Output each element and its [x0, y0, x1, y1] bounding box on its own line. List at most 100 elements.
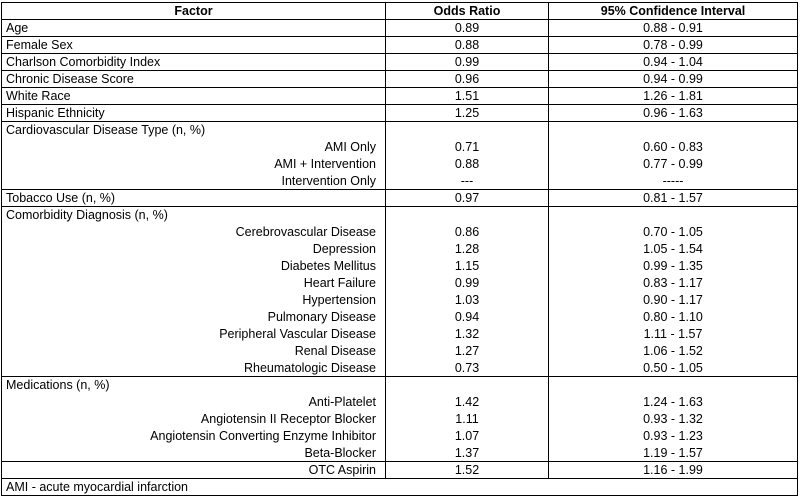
table-row: White Race 1.51 1.26 - 1.81 [1, 87, 798, 105]
confidence-interval-value: 0.90 - 1.17 [548, 291, 798, 309]
confidence-interval-value [548, 206, 798, 224]
confidence-interval-value: 0.77 - 0.99 [548, 155, 798, 173]
table-row: Renal Disease 1.27 1.06 - 1.52 [1, 342, 798, 360]
factor-label: Comorbidity Diagnosis (n, %) [1, 206, 386, 224]
header-row: Factor Odds Ratio 95% Confidence Interva… [1, 2, 798, 20]
confidence-interval-value: 1.16 - 1.99 [548, 461, 798, 479]
odds-ratio-value: 1.27 [385, 342, 549, 360]
factor-label: Age [1, 19, 386, 37]
odds-ratio-value: 0.86 [385, 223, 549, 241]
confidence-interval-value: 0.99 - 1.35 [548, 257, 798, 275]
table-row: Anti-Platelet 1.42 1.24 - 1.63 [1, 393, 798, 411]
odds-ratio-value: 0.99 [385, 274, 549, 292]
table-body: Age 0.89 0.88 - 0.91 Female Sex 0.88 0.78 - 0… [1, 19, 798, 479]
table-row: Peripheral Vascular Disease 1.32 1.11 - 1.… [1, 325, 798, 343]
factor-subitem-label: Renal Disease [1, 342, 386, 360]
confidence-interval-value: 1.06 - 1.52 [548, 342, 798, 360]
confidence-interval-value: 0.80 - 1.10 [548, 308, 798, 326]
table-row: Hypertension 1.03 0.90 - 1.17 [1, 291, 798, 309]
factor-subitem-label: Anti-Platelet [1, 393, 386, 411]
table-row: Depression 1.28 1.05 - 1.54 [1, 240, 798, 258]
factor-label: Female Sex [1, 36, 386, 54]
table-row: Cardiovascular Disease Type (n, %) [1, 121, 798, 139]
table-row: Charlson Comorbidity Index 0.99 0.94 - 1.0… [1, 53, 798, 71]
factor-label: Charlson Comorbidity Index [1, 53, 386, 71]
factor-subitem-label: OTC Aspirin [1, 461, 386, 479]
confidence-interval-value: 1.11 - 1.57 [548, 325, 798, 343]
factor-subitem-label: Cerebrovascular Disease [1, 223, 386, 241]
factor-subitem-label: Hypertension [1, 291, 386, 309]
column-header-factor: Factor [1, 2, 386, 20]
factor-subitem-label: Beta-Blocker [1, 444, 386, 462]
factor-label: Hispanic Ethnicity [1, 104, 386, 122]
confidence-interval-value: 0.88 - 0.91 [548, 19, 798, 37]
factor-label: Cardiovascular Disease Type (n, %) [1, 121, 386, 139]
factor-subitem-label: AMI Only [1, 138, 386, 156]
odds-ratio-value: 1.51 [385, 87, 549, 105]
factor-label: Medications (n, %) [1, 376, 386, 394]
table-row: Female Sex 0.88 0.78 - 0.99 [1, 36, 798, 54]
factor-subitem-label: Intervention Only [1, 172, 386, 190]
odds-ratio-value: 1.15 [385, 257, 549, 275]
table-row: Age 0.89 0.88 - 0.91 [1, 19, 798, 37]
odds-ratio-value: 1.11 [385, 410, 549, 428]
table-row: Medications (n, %) [1, 376, 798, 394]
table-row: Diabetes Mellitus 1.15 0.99 - 1.35 [1, 257, 798, 275]
odds-ratio-value: 0.96 [385, 70, 549, 88]
table-row: AMI + Intervention 0.88 0.77 - 0.99 [1, 155, 798, 173]
table-row: Cerebrovascular Disease 0.86 0.70 - 1.05 [1, 223, 798, 241]
confidence-interval-value: 1.26 - 1.81 [548, 87, 798, 105]
odds-ratio-value: 1.32 [385, 325, 549, 343]
table-footer: AMI - acute myocardial infarction [1, 478, 798, 496]
table-row: OTC Aspirin 1.52 1.16 - 1.99 [1, 461, 798, 479]
confidence-interval-value: 0.94 - 0.99 [548, 70, 798, 88]
table-header: Factor Odds Ratio 95% Confidence Interva… [1, 2, 798, 20]
odds-ratio-value: 0.97 [385, 189, 549, 207]
odds-ratio-value: 0.99 [385, 53, 549, 71]
odds-ratio-value: 0.88 [385, 155, 549, 173]
odds-ratio-value: --- [385, 172, 549, 190]
table-row: Heart Failure 0.99 0.83 - 1.17 [1, 274, 798, 292]
odds-ratio-value [385, 206, 549, 224]
factor-subitem-label: Rheumatologic Disease [1, 359, 386, 377]
table-row: Pulmonary Disease 0.94 0.80 - 1.10 [1, 308, 798, 326]
odds-ratio-value: 0.71 [385, 138, 549, 156]
factor-subitem-label: AMI + Intervention [1, 155, 386, 173]
factor-subitem-label: Angiotensin Converting Enzyme Inhibitor [1, 427, 386, 445]
odds-ratio-value: 0.88 [385, 36, 549, 54]
table-row: Rheumatologic Disease 0.73 0.50 - 1.05 [1, 359, 798, 377]
factor-label: White Race [1, 87, 386, 105]
factor-subitem-label: Angiotensin II Receptor Blocker [1, 410, 386, 428]
odds-ratio-value: 1.42 [385, 393, 549, 411]
confidence-interval-value: 0.60 - 0.83 [548, 138, 798, 156]
confidence-interval-value: 0.93 - 1.32 [548, 410, 798, 428]
confidence-interval-value: 0.93 - 1.23 [548, 427, 798, 445]
confidence-interval-value: 1.24 - 1.63 [548, 393, 798, 411]
column-header-confidence-interval: 95% Confidence Interval [548, 2, 798, 20]
footnote-text: AMI - acute myocardial infarction [1, 478, 798, 496]
factor-label: Tobacco Use (n, %) [1, 189, 386, 207]
table-row: AMI Only 0.71 0.60 - 0.83 [1, 138, 798, 156]
factor-subitem-label: Pulmonary Disease [1, 308, 386, 326]
confidence-interval-value [548, 376, 798, 394]
odds-ratio-value: 0.89 [385, 19, 549, 37]
odds-ratio-value: 0.94 [385, 308, 549, 326]
odds-ratio-value: 1.28 [385, 240, 549, 258]
odds-ratio-value [385, 121, 549, 139]
table-row: Angiotensin Converting Enzyme Inhibitor 1… [1, 427, 798, 445]
confidence-interval-value: 0.78 - 0.99 [548, 36, 798, 54]
table-row: Tobacco Use (n, %) 0.97 0.81 - 1.57 [1, 189, 798, 207]
confidence-interval-value: 0.81 - 1.57 [548, 189, 798, 207]
table-row: Hispanic Ethnicity 1.25 0.96 - 1.63 [1, 104, 798, 122]
factor-subitem-label: Depression [1, 240, 386, 258]
confidence-interval-value [548, 121, 798, 139]
confidence-interval-value: 1.19 - 1.57 [548, 444, 798, 462]
footnote-row: AMI - acute myocardial infarction [1, 478, 798, 496]
table-row: Intervention Only --- ----- [1, 172, 798, 190]
table-row: Beta-Blocker 1.37 1.19 - 1.57 [1, 444, 798, 462]
odds-ratio-value: 1.25 [385, 104, 549, 122]
confidence-interval-value: 0.50 - 1.05 [548, 359, 798, 377]
confidence-interval-value: ----- [548, 172, 798, 190]
